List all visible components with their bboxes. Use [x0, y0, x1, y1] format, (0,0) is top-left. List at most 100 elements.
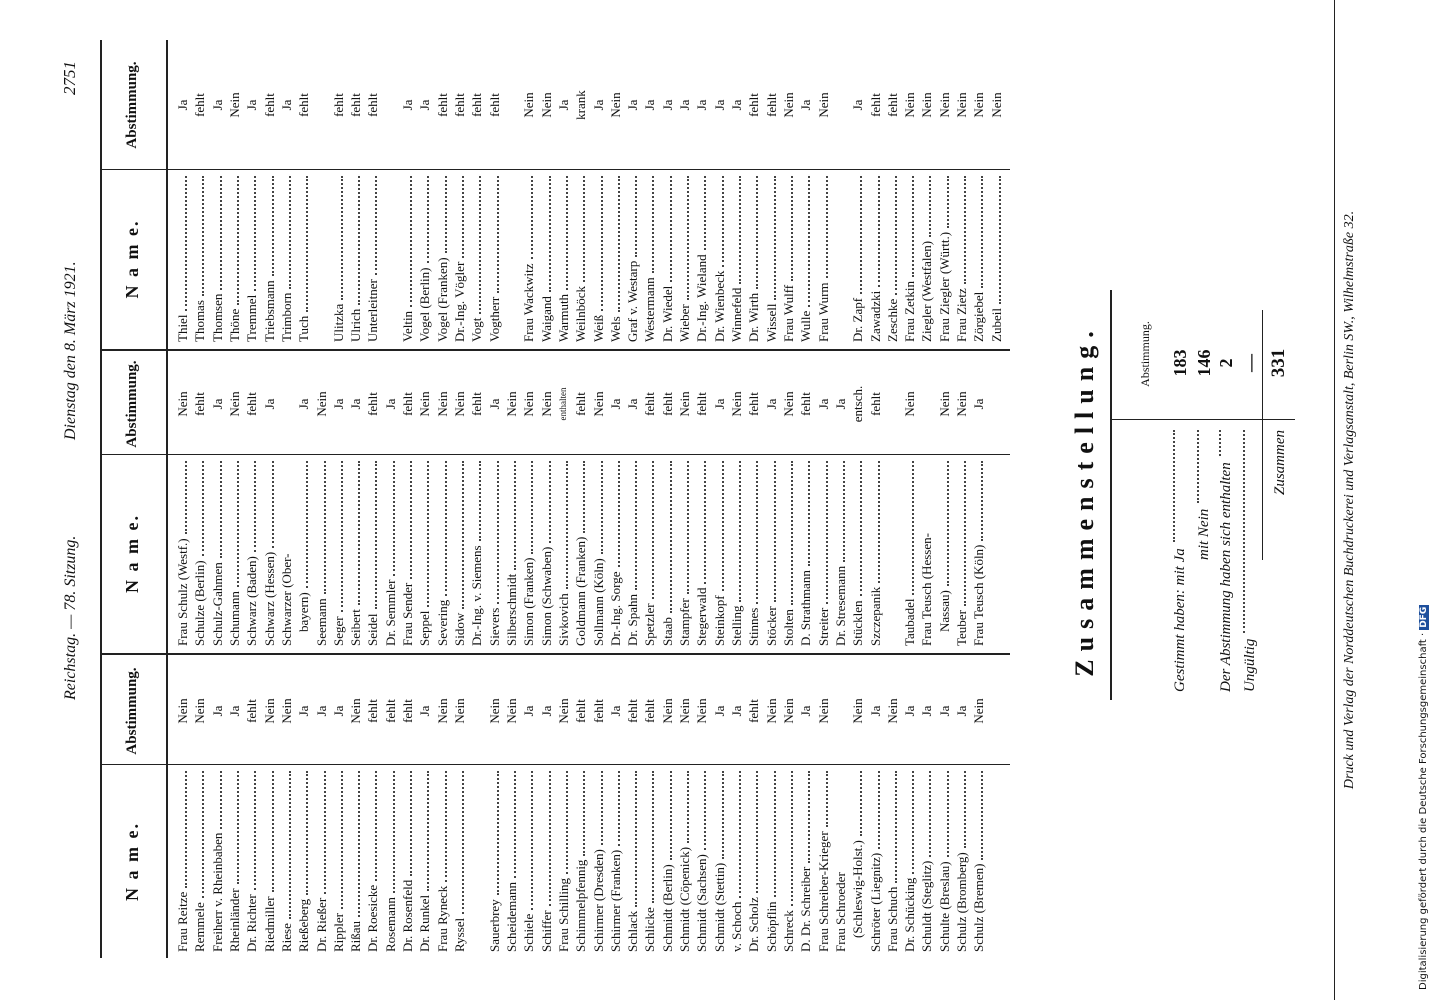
summary-label: mit Nein: [1196, 430, 1213, 560]
voter-name: Zeschke: [884, 298, 900, 342]
vote: Ja: [278, 99, 294, 111]
name-cell: Riese: [278, 771, 295, 952]
name-cell: Stöcker: [763, 461, 780, 646]
vote: Ja: [209, 99, 225, 111]
dot-leader: [945, 461, 949, 587]
name-cell: Rosemann: [382, 771, 399, 952]
name-cell: Schiele: [520, 771, 537, 952]
vote: fehlt: [469, 392, 485, 416]
name-cell: Schmidt (Stettin): [711, 771, 728, 952]
name-cell: Schlack: [624, 771, 641, 952]
voter-name: Vogtherr: [486, 296, 502, 342]
vote: Ja: [867, 705, 883, 717]
dot-leader: [530, 176, 534, 260]
vote: Ja: [971, 398, 987, 410]
name-cell: Silberschmidt: [503, 461, 520, 646]
dot-leader: [305, 176, 309, 312]
dot-leader: [789, 176, 793, 281]
voter-name: Streiter: [815, 607, 831, 646]
vote: Ja: [330, 705, 346, 717]
name-cell: Frau Sender: [399, 461, 416, 646]
voter-name: Rißau: [348, 920, 364, 952]
dot-leader: [305, 771, 309, 895]
vote: fehlt: [694, 392, 710, 416]
voter-name: Thiel: [175, 314, 190, 342]
name-cell: Stücklen: [849, 461, 866, 646]
name-cell: Dr. Richter: [243, 771, 260, 952]
vote: Ja: [244, 99, 260, 111]
dot-leader: [339, 176, 343, 300]
vote: fehlt: [261, 93, 277, 117]
name-cell: Schöpflin: [763, 771, 780, 952]
name-cell: Wulle: [797, 176, 814, 342]
voter-name: Dr.-Ing. Wieland: [694, 254, 710, 342]
dot-leader: [703, 461, 707, 584]
voter-name: Schmidt (Sachsen): [694, 854, 710, 952]
vote: Ja: [486, 398, 502, 410]
dot-leader: [461, 176, 464, 258]
vote: Ja: [538, 705, 554, 717]
name-cell: Sauerbrey: [486, 771, 503, 952]
vote: Ja: [417, 99, 433, 111]
vote: Nein: [677, 698, 693, 724]
dot-leader: [928, 176, 932, 237]
dot-leader: [461, 771, 464, 914]
vote: Ja: [850, 99, 866, 111]
voter-name: Stöcker: [763, 606, 779, 646]
vote: Ja: [348, 398, 364, 410]
vote: fehlt: [469, 93, 485, 117]
name-cell: Schwarz (Baden): [243, 461, 260, 646]
column-heading-name: N a m e.: [122, 822, 142, 901]
dot-leader: [738, 461, 741, 602]
vote: fehlt: [192, 392, 208, 416]
name-cell: Stelling: [728, 461, 745, 646]
vote: Nein: [417, 391, 433, 417]
column-heading-vote: Abstimmung.: [124, 360, 140, 448]
voter-name: Frau Ryneck: [434, 885, 450, 952]
dot-leader: [789, 771, 793, 907]
voter-name: Stinnes: [746, 607, 762, 646]
vote: fehlt: [573, 392, 589, 416]
dot-leader: [755, 771, 759, 894]
vote: Nein: [971, 698, 987, 724]
dot-leader: [911, 176, 915, 277]
name-cell: Seidel: [364, 461, 381, 646]
dot-leader: [374, 771, 378, 881]
name-cell: Zörgiebel: [970, 176, 987, 342]
voter-name: Frau Schreiber-Krieger: [815, 831, 831, 952]
dot-leader: [963, 771, 967, 849]
summary-label: Der Abstimmung haben sich enthalten: [1218, 430, 1235, 692]
name-cell: Graf v. Westarp: [624, 176, 641, 342]
name-cell: Nassau): [936, 461, 953, 632]
vote: Nein: [659, 698, 675, 724]
name-cell: Thöne: [226, 176, 243, 342]
dot-leader: [547, 771, 551, 907]
column-heading-vote: Abstimmung.: [124, 667, 140, 755]
dot-leader: [218, 176, 222, 290]
dot-leader: [945, 176, 949, 228]
dot-leader: [963, 176, 967, 285]
voter-name: Schulte (Breslau): [936, 861, 952, 952]
dot-leader: [564, 461, 568, 590]
vote: krank: [573, 90, 589, 120]
page-number: 2751: [60, 61, 79, 95]
dot-leader: [512, 771, 516, 878]
vote: Nein: [226, 391, 242, 417]
dot-leader: [253, 771, 257, 891]
dot-leader: [235, 461, 239, 588]
voter-name: Dr.-Ing. Sorge: [607, 571, 623, 646]
voter-name: Thöne: [226, 308, 242, 342]
dot-leader: [720, 771, 724, 859]
rule: [1110, 290, 1112, 700]
dot-leader: [426, 461, 430, 607]
vote: Ja: [175, 99, 190, 111]
vote: Ja: [209, 705, 225, 717]
vote: Ja: [296, 705, 312, 717]
vote: fehlt: [244, 699, 260, 723]
voter-name: Seidel: [365, 613, 381, 647]
name-cell: Schulz (Bremen): [970, 771, 987, 952]
vote: Nein: [175, 698, 190, 724]
name-cell: Thomas: [191, 176, 208, 342]
name-cell: Dr. Zapf: [849, 176, 866, 342]
column-heading-vote: Abstimmung.: [124, 61, 140, 149]
